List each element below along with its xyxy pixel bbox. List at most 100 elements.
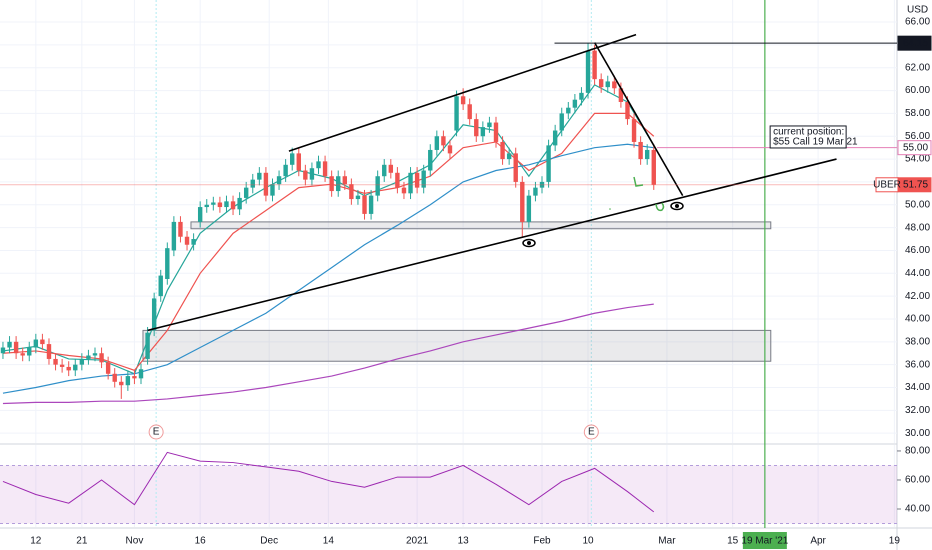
x-tick-label: Feb	[533, 536, 551, 547]
note-text: current position:	[773, 127, 844, 138]
candle-body	[539, 181, 545, 188]
price-label-bg	[897, 140, 932, 156]
expiry-label: 19 Mar '21	[741, 536, 788, 547]
x-tick-label: 19	[889, 536, 901, 547]
hand-mark	[609, 208, 611, 210]
candle-body	[191, 239, 196, 245]
candle-body	[33, 339, 39, 348]
candle-body	[644, 149, 650, 160]
candle-body	[368, 195, 374, 214]
candle-body	[204, 204, 209, 208]
candle-body	[125, 376, 131, 386]
axes: 30.00 32.00 34.00 36.00 38.00 40.00 42.00 44.00…	[30, 17, 932, 549]
x-tick-label: 15	[727, 536, 739, 547]
currency: USD	[907, 5, 928, 16]
candle-body	[625, 101, 630, 120]
price-label: 51.75	[903, 179, 928, 190]
x-tick-label: 10	[582, 536, 594, 547]
hand-mark	[633, 176, 644, 187]
candle-body	[401, 187, 407, 194]
candle-body	[151, 298, 157, 331]
x-tick-label: 21	[76, 536, 88, 547]
candle-body	[434, 136, 440, 150]
candle-body	[559, 113, 564, 131]
candle-body	[66, 366, 71, 371]
x-tick-label: 12	[30, 536, 42, 547]
candle-body	[585, 50, 591, 93]
eye-pupil	[675, 204, 679, 208]
price-label-bg	[897, 35, 932, 51]
y-tick-label: 40.00	[905, 314, 930, 325]
y-tick-label: 36.00	[905, 359, 930, 370]
candle-body	[224, 201, 229, 208]
candle-body	[572, 99, 578, 108]
candle-body	[487, 122, 492, 128]
moving-average	[2, 303, 654, 405]
candle-body	[579, 92, 584, 100]
candle-body	[303, 170, 308, 180]
earnings-label: E	[588, 427, 595, 438]
candle-body	[46, 344, 52, 359]
eye-icon	[670, 201, 684, 211]
candles	[0, 43, 656, 399]
candle-body	[447, 145, 453, 154]
earnings-label: E	[153, 427, 160, 438]
candle-body	[493, 122, 499, 142]
rsi-line	[2, 451, 655, 513]
candle-body	[342, 176, 347, 185]
zones	[142, 221, 772, 362]
y-tick-label: 34.00	[905, 382, 930, 393]
candle-body	[506, 153, 512, 160]
candle-body	[211, 202, 216, 205]
candle-body	[79, 358, 85, 365]
candle-body	[263, 172, 269, 196]
y-tick-label: 56.00	[905, 131, 930, 142]
candle-body	[441, 136, 446, 146]
candle-body	[7, 341, 12, 348]
candle-body	[638, 141, 643, 160]
candle-body	[138, 369, 144, 379]
candle-body	[618, 88, 624, 102]
candle-body	[355, 195, 361, 200]
candle-body	[474, 119, 479, 137]
y-tick-label: 60.00	[905, 85, 930, 96]
rsi-tick-label: 60.00	[905, 475, 930, 486]
candle-body	[329, 176, 334, 192]
candle-body	[132, 376, 137, 379]
candle-body	[598, 79, 604, 88]
candle-body	[631, 119, 637, 142]
hand-mark	[655, 202, 665, 212]
x-tick-label: 13	[458, 536, 470, 547]
candle-body	[316, 161, 321, 169]
candle-body	[566, 107, 571, 114]
grid	[0, 0, 901, 527]
candle-body	[145, 332, 150, 359]
y-tick-label: 30.00	[905, 428, 930, 439]
candle-body	[171, 221, 177, 251]
rsi-tick-label: 80.00	[905, 446, 930, 457]
y-tick-label: 48.00	[905, 222, 930, 233]
y-tick-label: 32.00	[905, 405, 930, 416]
x-tick-label: Mar	[658, 536, 676, 547]
x-tick-label: Dec	[260, 536, 278, 547]
y-tick-label: 42.00	[905, 291, 930, 302]
candle-body	[237, 197, 242, 210]
x-tick-label: Apr	[810, 536, 826, 547]
candle-body	[105, 362, 111, 374]
y-tick-label: 46.00	[905, 245, 930, 256]
candle-body	[467, 104, 472, 120]
x-tick-label: 16	[195, 536, 207, 547]
candle-body	[178, 221, 183, 237]
note-box	[769, 125, 847, 149]
candle-body	[53, 358, 58, 365]
candle-body	[388, 164, 394, 173]
zone	[142, 329, 772, 362]
candle-body	[382, 164, 387, 177]
price-label: 64.15	[903, 38, 928, 49]
candle-body	[270, 184, 275, 196]
rsi-band	[0, 465, 897, 524]
candle-body	[612, 81, 617, 89]
eye-icon	[522, 238, 536, 248]
candle-body	[421, 170, 426, 188]
